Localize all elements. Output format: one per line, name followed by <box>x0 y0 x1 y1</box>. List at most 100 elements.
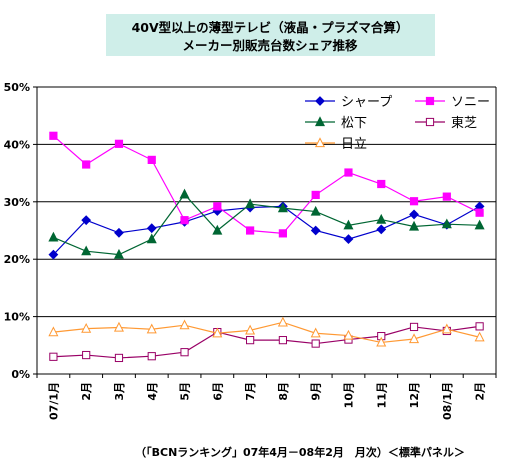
data-point <box>179 188 190 199</box>
data-point <box>475 322 484 331</box>
legend-label: ソニー <box>451 95 490 110</box>
series-lines <box>48 131 485 363</box>
data-point <box>475 208 484 217</box>
data-point <box>376 336 387 347</box>
y-tick-label: 20% <box>4 253 30 266</box>
data-point <box>49 352 58 361</box>
data-point <box>147 155 156 164</box>
legend-swatch-marker <box>425 96 435 106</box>
data-point <box>277 202 288 213</box>
data-point <box>245 198 256 209</box>
x-tick-label: 12月 <box>408 382 421 408</box>
data-point <box>278 336 287 345</box>
series-3 <box>48 188 485 259</box>
data-point <box>409 322 419 332</box>
series-2 <box>49 131 484 238</box>
data-point <box>246 226 255 235</box>
legend-swatch-marker <box>314 116 326 127</box>
legend-swatch-marker <box>314 137 326 148</box>
data-point <box>81 215 92 226</box>
data-point <box>213 202 222 211</box>
chart-footnote: （「BCNランキング」07年4月－08年2月 月次）＜標準パネル＞ <box>135 445 465 459</box>
chart-title-line-1: 40V型以上の薄型テレビ（液晶・プラズマ合算） <box>132 20 409 35</box>
x-axis-ticks: 07/1月 2月 3月 4月 5月 6月 7月 8月 9月 10月 11月 12月 08/1月 2月 <box>47 382 486 420</box>
legend-label: 松下 <box>341 116 367 131</box>
x-tick-label: 10月 <box>342 382 355 408</box>
legend-swatch-marker <box>425 117 435 127</box>
legend-label: シャープ <box>341 95 392 110</box>
data-point <box>48 249 59 260</box>
data-point <box>146 323 157 334</box>
y-axis-ticks: 0% 10% 20% 30% 40% 50% <box>4 81 30 381</box>
series-line <box>52 205 480 256</box>
legend-item: ソニー <box>415 95 490 110</box>
y-tick-label: 10% <box>4 311 30 324</box>
x-tick-label: 11月 <box>375 382 388 408</box>
data-point <box>310 225 321 236</box>
x-tick-label: 7月 <box>244 382 257 401</box>
data-point <box>441 218 452 229</box>
y-tick-label: 30% <box>4 196 30 209</box>
data-point <box>48 231 59 242</box>
data-point <box>310 327 321 338</box>
legend-item: 東芝 <box>415 115 477 131</box>
data-point <box>113 248 124 259</box>
legend-item: シャープ <box>305 95 392 110</box>
data-point <box>212 224 223 235</box>
series-line <box>53 193 480 256</box>
data-point <box>114 353 124 363</box>
data-point <box>147 352 156 361</box>
data-point <box>343 234 354 245</box>
data-point <box>113 321 124 332</box>
legend-swatch-marker <box>315 96 325 106</box>
data-point <box>212 327 223 338</box>
data-point <box>343 219 354 230</box>
data-point <box>311 190 320 200</box>
data-point <box>81 245 92 256</box>
legend-label: 日立 <box>341 137 367 152</box>
data-point <box>180 216 189 225</box>
x-tick-label: 2月 <box>80 382 93 401</box>
data-point <box>114 227 124 238</box>
data-point <box>49 131 58 140</box>
data-point <box>245 324 256 335</box>
x-tick-label: 3月 <box>113 382 126 401</box>
legend-item: 松下 <box>305 116 367 131</box>
x-tick-label: 2月 <box>474 382 487 401</box>
data-point <box>146 223 157 234</box>
data-point <box>81 322 92 333</box>
data-point <box>146 233 157 244</box>
data-point <box>48 326 59 337</box>
chart-title-line-2: メーカー別販売台数シェア推移 <box>182 38 358 53</box>
data-point <box>179 319 190 330</box>
data-point <box>409 209 419 220</box>
data-point <box>246 336 255 345</box>
x-tick-label: 9月 <box>310 382 323 401</box>
x-tick-label: 5月 <box>179 382 192 401</box>
legend-label: 東芝 <box>451 115 477 131</box>
x-tick-label: 07/1月 <box>47 382 60 420</box>
data-point <box>277 316 288 327</box>
series-line <box>53 325 480 359</box>
data-point <box>409 220 420 231</box>
data-point <box>278 229 287 238</box>
x-tick-label: 8月 <box>277 382 290 401</box>
data-point <box>474 331 485 342</box>
data-point <box>82 160 91 169</box>
data-point <box>376 213 387 224</box>
data-point <box>82 350 91 360</box>
data-point <box>409 333 420 344</box>
x-tick-label: 4月 <box>146 382 159 401</box>
y-tick-label: 50% <box>4 81 30 94</box>
data-point <box>344 168 353 177</box>
data-point <box>409 197 419 206</box>
series-5 <box>48 316 485 347</box>
series-line <box>53 321 480 344</box>
y-tick-label: 0% <box>11 368 30 381</box>
x-tick-label: 6月 <box>211 382 224 401</box>
data-point <box>311 339 320 348</box>
data-point <box>114 139 124 148</box>
gridlines <box>37 86 496 318</box>
